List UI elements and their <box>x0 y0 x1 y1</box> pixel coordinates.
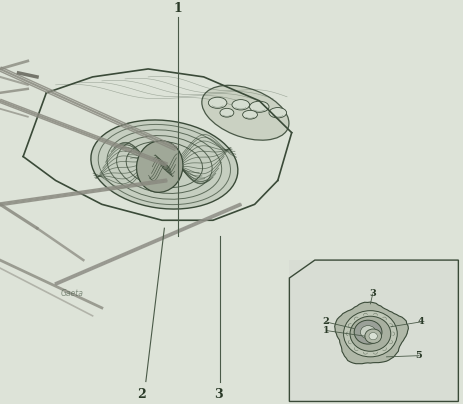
Text: 1: 1 <box>323 326 330 335</box>
Ellipse shape <box>91 120 238 209</box>
Text: 2: 2 <box>137 387 145 400</box>
Circle shape <box>369 332 377 340</box>
Circle shape <box>350 316 391 351</box>
Text: 3: 3 <box>214 387 223 400</box>
Text: Gaeta: Gaeta <box>60 289 83 298</box>
Ellipse shape <box>202 85 289 140</box>
Ellipse shape <box>250 101 269 112</box>
Ellipse shape <box>137 141 183 192</box>
Text: 2: 2 <box>322 317 329 326</box>
Polygon shape <box>335 302 408 364</box>
Bar <box>289 260 458 402</box>
Ellipse shape <box>220 108 234 117</box>
Ellipse shape <box>243 110 257 119</box>
Circle shape <box>361 326 376 339</box>
Text: 4: 4 <box>418 317 425 326</box>
Circle shape <box>354 320 382 344</box>
Text: 1: 1 <box>174 2 182 15</box>
Circle shape <box>365 329 382 343</box>
Ellipse shape <box>208 97 227 108</box>
Ellipse shape <box>269 107 287 118</box>
Text: 3: 3 <box>369 289 376 299</box>
Circle shape <box>344 311 397 357</box>
Ellipse shape <box>232 100 250 110</box>
Text: 5: 5 <box>416 351 422 360</box>
Bar <box>0 5 292 404</box>
